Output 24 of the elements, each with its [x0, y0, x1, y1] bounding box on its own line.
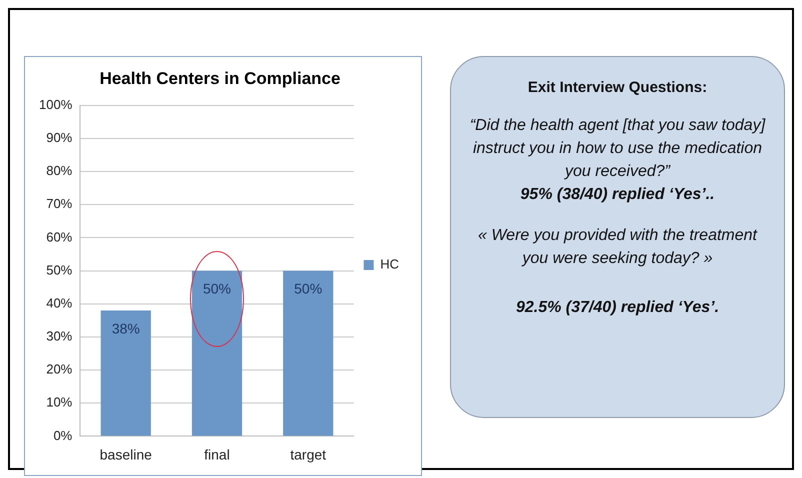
y-tick-label: 50%	[46, 262, 73, 278]
x-tick-label: final	[204, 446, 230, 462]
text: 92.5% (37/40) replied ‘Yes’.	[514, 298, 720, 318]
text: « Were you provided with the treatment you were seeking today? »	[477, 226, 758, 269]
y-tick-label: 40%	[46, 295, 73, 310]
data-label: 50%	[202, 280, 231, 297]
x-tick-label: baseline	[100, 446, 152, 462]
y-tick-label: 90%	[46, 130, 73, 146]
y-tick-label: 20%	[46, 362, 73, 377]
chart-title: Health Centers in Compliance	[100, 68, 340, 88]
data-label: 38%	[112, 320, 140, 336]
text: Exit Interview Questions:	[526, 79, 708, 96]
y-tick-label: 60%	[46, 229, 73, 244]
y-tick-label: 30%	[46, 328, 73, 344]
text: 95% (38/40) replied ‘Yes’..	[519, 185, 716, 205]
y-tick-label: 100%	[39, 96, 73, 112]
data-label: 50%	[294, 280, 322, 297]
y-tick-label: 70%	[46, 196, 73, 212]
y-tick-label: 80%	[46, 163, 73, 178]
legend-label: HC	[380, 256, 400, 272]
text: “Did the health agent [that you saw today] instruct you in how to use the medication you received?”	[469, 116, 766, 182]
y-tick-label: 10%	[46, 394, 73, 410]
x-tick-label: target	[290, 446, 326, 462]
y-tick-label: 0%	[53, 428, 73, 443]
